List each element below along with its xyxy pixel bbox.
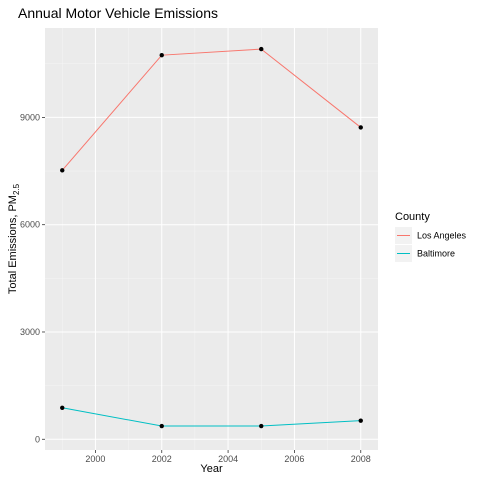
x-tick-label: 2002 — [152, 454, 172, 464]
x-tick-label: 2000 — [85, 454, 105, 464]
y-axis-title: Total Emissions, PM2.5 — [7, 183, 21, 294]
data-point — [159, 52, 164, 58]
x-tick-label: 2006 — [284, 454, 304, 464]
legend-title: County — [395, 211, 430, 223]
legend-items: Los Angeles Baltimore — [395, 227, 467, 262]
plot-panel — [45, 28, 378, 450]
data-points — [60, 46, 363, 429]
legend-label: Baltimore — [417, 249, 455, 259]
x-tick-label: 2004 — [218, 454, 238, 464]
y-tick-label: 9000 — [20, 112, 40, 122]
minor-gridlines — [45, 28, 378, 450]
y-axis-title-subscript: 2.5 — [12, 183, 21, 195]
data-point — [259, 423, 264, 429]
data-point — [259, 46, 264, 52]
data-point — [159, 423, 164, 429]
y-axis-ticks: 0 3000 6000 9000 — [20, 112, 45, 444]
major-gridlines — [45, 28, 378, 450]
x-axis-title: Year — [200, 463, 223, 475]
x-axis-ticks: 2000 2002 2004 2006 2008 — [85, 450, 371, 464]
series-lines — [61, 48, 362, 427]
y-axis-title-main: Total Emissions, PM — [7, 195, 19, 294]
data-point — [60, 168, 65, 173]
y-tick-label: 6000 — [20, 220, 40, 230]
series-line — [61, 48, 362, 171]
data-point — [358, 125, 363, 130]
series-line — [62, 407, 361, 427]
chart-title: Annual Motor Vehicle Emissions — [18, 5, 218, 21]
data-point — [358, 418, 363, 423]
legend: County Los Angeles Baltimore — [395, 211, 467, 262]
y-tick-label: 0 — [35, 434, 40, 444]
data-point — [60, 405, 65, 410]
x-tick-label: 2008 — [351, 454, 371, 464]
legend-label: Los Angeles — [417, 231, 467, 241]
y-tick-label: 3000 — [20, 327, 40, 337]
